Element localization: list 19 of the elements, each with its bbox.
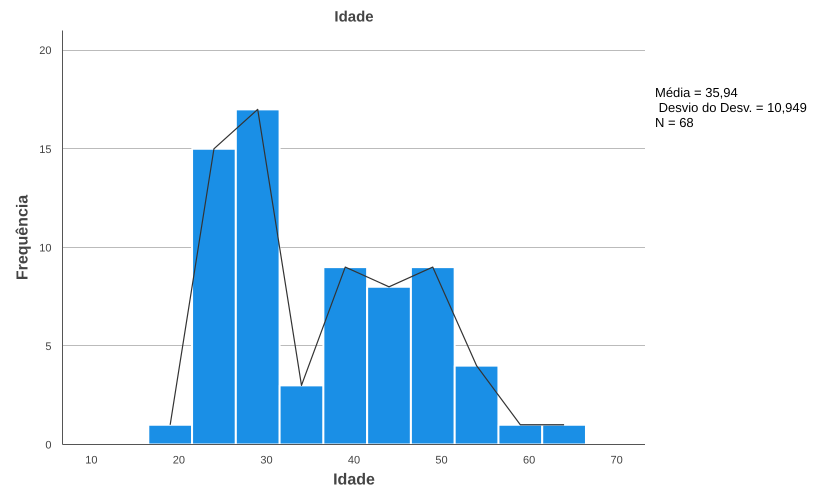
chart-title: Idade — [334, 8, 374, 26]
y-tick-label: 10 — [39, 242, 52, 254]
x-tick-label: 10 — [85, 454, 98, 466]
x-tick-label: 60 — [522, 454, 536, 466]
y-axis-title: Frequência — [14, 194, 32, 280]
x-tick-label: 30 — [260, 454, 273, 466]
x-tick-label: 50 — [435, 454, 448, 466]
line-series — [170, 108, 565, 426]
y-tick-label: 20 — [39, 45, 52, 58]
text: Desvio do Desv. = 10,949 — [658, 100, 807, 115]
text: N = 68 — [655, 115, 694, 130]
y-tick-label: 0 — [45, 440, 52, 452]
x-tick-label: 40 — [348, 454, 360, 466]
text: Média = 35,94 — [655, 85, 738, 100]
y-tick-label: 5 — [45, 340, 52, 353]
x-axis-title: Idade — [333, 472, 375, 488]
x-tick-label: 70 — [610, 454, 623, 466]
x-tick-label: 20 — [172, 454, 186, 466]
y-tick-label: 15 — [39, 144, 52, 156]
